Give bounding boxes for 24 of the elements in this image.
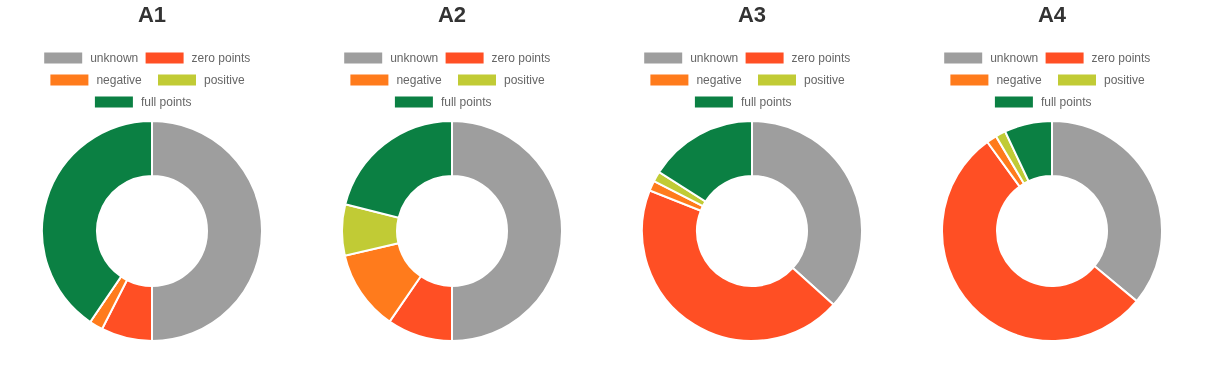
legend-label: negative bbox=[996, 73, 1043, 87]
legend-label: negative bbox=[96, 73, 143, 87]
legend-label: unknown bbox=[390, 51, 439, 65]
legend-label: positive bbox=[1104, 73, 1146, 87]
legend-label: unknown bbox=[690, 51, 739, 65]
legend-label: full points bbox=[1040, 95, 1092, 109]
chart-title: A2 bbox=[437, 2, 467, 27]
legend-label: zero points bbox=[491, 51, 551, 65]
chart-title: A4 bbox=[1037, 2, 1067, 27]
legend-label: full points bbox=[140, 95, 192, 109]
legend-label: full points bbox=[440, 95, 492, 109]
chart-title: A1 bbox=[137, 2, 167, 27]
legend-label: zero points bbox=[791, 51, 851, 65]
legend-label: positive bbox=[204, 73, 246, 87]
legend-label: zero points bbox=[191, 51, 251, 65]
chart-title: A3 bbox=[737, 2, 767, 27]
legend-label: unknown bbox=[990, 51, 1039, 65]
legend-label: positive bbox=[504, 73, 546, 87]
legend-label: positive bbox=[804, 73, 846, 87]
legend-label: full points bbox=[740, 95, 792, 109]
legend-label: negative bbox=[696, 73, 743, 87]
legend-label: zero points bbox=[1091, 51, 1151, 65]
legend-label: negative bbox=[396, 73, 443, 87]
legend-label: unknown bbox=[90, 51, 139, 65]
